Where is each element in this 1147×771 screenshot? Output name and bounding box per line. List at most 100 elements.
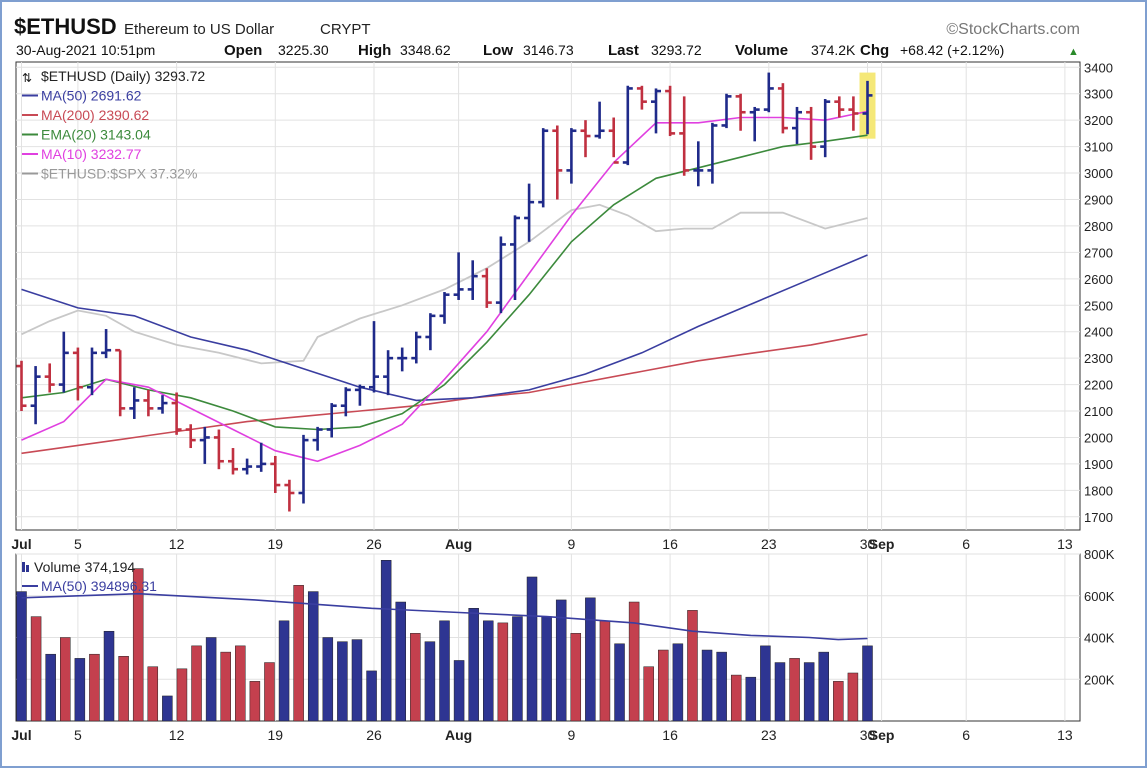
ohlc-bar [552, 125, 563, 200]
x-tick-label: Jul [11, 536, 31, 552]
symbol-name: Ethereum to US Dollar [124, 21, 274, 38]
low-value: 3146.73 [523, 42, 574, 58]
y-tick-label: 2700 [1084, 245, 1113, 260]
volume-bar [701, 649, 713, 722]
volume-bar [672, 643, 684, 722]
volume-bar [833, 681, 844, 722]
ohlc-bar [820, 99, 831, 158]
volume-bar [89, 653, 100, 722]
volume-bar [716, 651, 727, 722]
ohlc-bar [580, 120, 591, 158]
x-tick-label: 5 [74, 727, 82, 743]
ohlc-bar [862, 80, 873, 135]
legend-label-ema20: EMA(20) 3143.04 [41, 127, 151, 143]
volume-legend-icon [26, 565, 29, 572]
ohlc-bar [383, 350, 394, 396]
price-legend: ⇅ $ETHUSD (Daily) 3293.72 MA(50) 2691.62 MA… [22, 68, 205, 182]
volume-bar [803, 662, 815, 722]
ohlc-bar [707, 122, 718, 184]
ohlc-bar [848, 96, 859, 131]
ohlc-bar [481, 268, 492, 308]
ohlc-bar [213, 429, 224, 470]
volume-legend: Volume 374,194 MA(50) 394896.31 [22, 559, 157, 594]
x-tick-label: Sep [869, 536, 895, 552]
y-tick-label: 2900 [1084, 192, 1113, 207]
y-tick-label: 3100 [1084, 140, 1113, 155]
volume-bar [468, 608, 479, 722]
x-tick-label: 30 [860, 727, 876, 743]
y-tick-label: 2400 [1084, 325, 1113, 340]
volume-bar [424, 641, 436, 722]
volume-bar [74, 658, 86, 722]
ohlc-bar [44, 363, 55, 393]
volume-bar [526, 576, 538, 722]
legend-label-ma50: MA(50) 2691.62 [41, 88, 142, 104]
volume-bar [614, 643, 625, 722]
volume-bar [176, 668, 188, 722]
volume-bar [658, 649, 669, 722]
volume-bar [585, 597, 596, 722]
ohlc-bar [439, 292, 450, 324]
ohlc-bar [510, 215, 520, 300]
x-tick-label: 23 [761, 536, 777, 552]
ohlc-bar [735, 93, 746, 131]
y-tick-label: 200K [1084, 672, 1115, 687]
x-tick-label: 9 [568, 536, 576, 552]
y-tick-label: 2500 [1084, 298, 1113, 313]
volume-legend-icon [22, 562, 25, 572]
open-value: 3225.30 [278, 42, 329, 58]
x-tick-label: 16 [662, 536, 678, 552]
volume-bar [380, 560, 392, 722]
volume-bar [512, 616, 523, 722]
y-tick-label: 3000 [1084, 166, 1113, 181]
volume-bar [307, 591, 319, 722]
ohlc-bar [298, 434, 309, 504]
y-tick-label: 800K [1084, 547, 1115, 562]
x-tick-label: 6 [962, 727, 970, 743]
y-tick-label: 1900 [1084, 457, 1113, 472]
x-tick-label: 13 [1057, 536, 1073, 552]
volume-bar [628, 601, 640, 722]
volume-bar [570, 633, 582, 722]
ma200-line [21, 333, 868, 455]
x-tick-label: 6 [962, 536, 970, 552]
ohlc-bar [326, 403, 337, 438]
volume-bar [118, 656, 129, 722]
x-tick-label: 9 [568, 727, 576, 743]
volume-bar [497, 622, 509, 722]
y-tick-label: 1700 [1084, 510, 1113, 525]
volume-bar [410, 633, 421, 722]
ohlc-bar [284, 479, 295, 512]
y-tick-label: 2200 [1084, 378, 1113, 393]
volume-bar [249, 681, 261, 722]
ohlc-bar [185, 424, 196, 449]
x-tick-label: 12 [169, 536, 185, 552]
last-label: Last [608, 42, 639, 59]
volume-bar [439, 620, 450, 722]
x-tick-label: 12 [169, 727, 185, 743]
y-tick-label: 400K [1084, 631, 1115, 646]
chg-label: Chg [860, 42, 889, 59]
volume-bar [205, 637, 217, 722]
last-value: 3293.72 [651, 42, 702, 58]
ohlc-bar [665, 85, 676, 137]
volume-bar [264, 662, 275, 722]
ohlc-bar [411, 331, 422, 364]
x-tick-label: Jul [11, 727, 31, 743]
y-tick-label: 2100 [1084, 404, 1113, 419]
volume-bar [745, 676, 757, 722]
ohlc-bar [834, 96, 845, 118]
x-tick-label: 26 [366, 536, 382, 552]
y-tick-label: 3400 [1084, 60, 1113, 75]
ohlc-bar [397, 347, 408, 372]
y-tick-label: 3200 [1084, 113, 1113, 128]
ohlc-bar [58, 331, 69, 393]
volume-bar [278, 620, 290, 722]
volume-bar [322, 637, 334, 722]
ohlc-bar [636, 85, 647, 110]
ohlc-bar [129, 387, 140, 419]
legend-label-ma10: MA(10) 3232.77 [41, 146, 142, 162]
volume-bar [60, 637, 71, 722]
